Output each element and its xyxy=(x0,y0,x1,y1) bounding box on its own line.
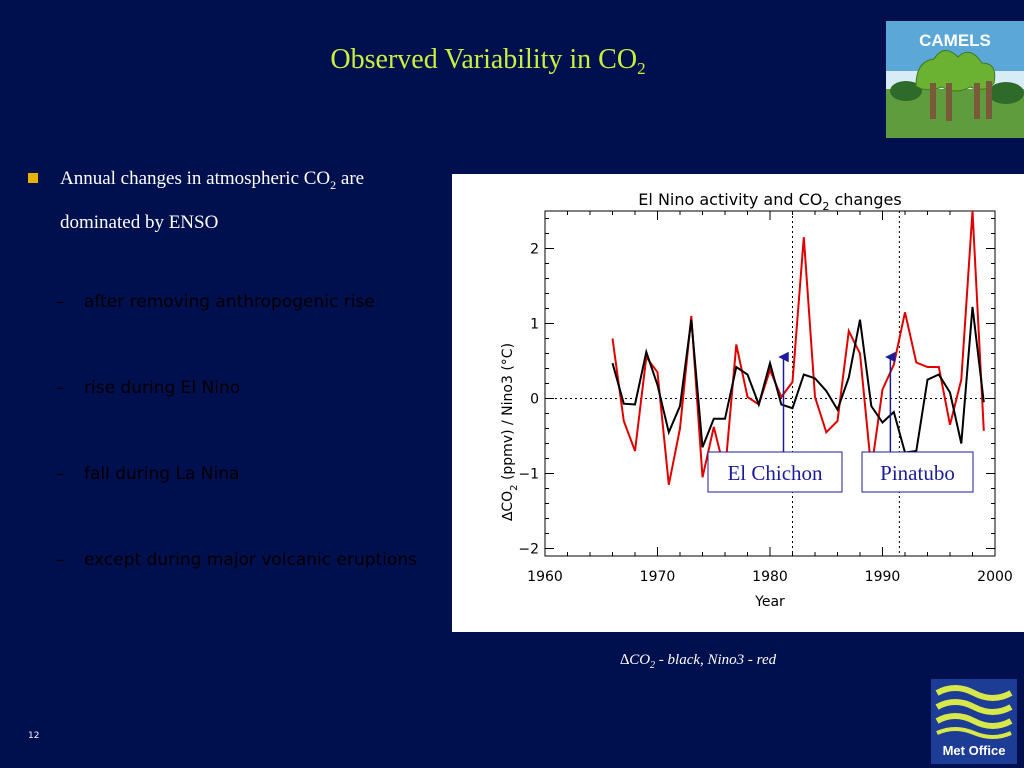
co2-nino3-chart: El Nino activity and CO2 changes 1960 197… xyxy=(500,190,1013,610)
y-tick-label: 2 xyxy=(530,242,539,258)
camels-logo: CAMELS xyxy=(886,21,1024,138)
annotation-label: El Chichon xyxy=(727,461,823,485)
chart-caption: ∆CO2 - black, Nino3 - red xyxy=(620,652,777,671)
chart-title: El Nino activity and CO2 changes xyxy=(638,190,901,213)
x-tick-label: 1970 xyxy=(640,569,676,585)
x-tick-label: 2000 xyxy=(977,569,1013,585)
y-tick-label: −1 xyxy=(518,467,539,483)
y-tick-label: 1 xyxy=(530,317,539,333)
nino3-series-line xyxy=(611,210,985,485)
annotation-label: Pinatubo xyxy=(880,461,955,485)
chart-panel: El Nino activity and CO2 changes 1960 197… xyxy=(452,174,1024,632)
page-number: 12 xyxy=(28,731,40,741)
x-tick-label: 1960 xyxy=(527,569,563,585)
camels-label: CAMELS xyxy=(919,31,991,50)
bullet-list: Annual changes in atmospheric CO2 are do… xyxy=(28,160,438,242)
x-tick-label: 1980 xyxy=(752,569,788,585)
x-tick-label: 1990 xyxy=(865,569,901,585)
metoffice-logo: Met Office xyxy=(931,679,1017,764)
annotation-box xyxy=(861,451,974,493)
y-tick-label: 0 xyxy=(530,392,539,408)
co2-series-line xyxy=(611,306,985,454)
tick-group: 1960 1970 1980 1990 2000 −2 −1 0 1 2 xyxy=(518,211,1013,585)
metoffice-label: Met Office xyxy=(942,743,1006,758)
bullet-square-icon xyxy=(28,173,38,183)
annotation-box xyxy=(707,451,843,493)
slide-title: Observed Variability in CO2 xyxy=(330,44,646,78)
bullet-main: Annual changes in atmospheric CO2 are do… xyxy=(28,160,438,242)
x-axis-label: Year xyxy=(754,594,785,610)
metoffice-waves-icon xyxy=(935,685,1013,739)
annotation-group: El Chichon Pinatubo xyxy=(707,351,974,493)
series-group xyxy=(611,210,985,485)
y-axis-label: ∆CO2 (ppmv) / Nino3 (°C) xyxy=(500,343,520,522)
y-tick-label: −2 xyxy=(518,542,539,558)
